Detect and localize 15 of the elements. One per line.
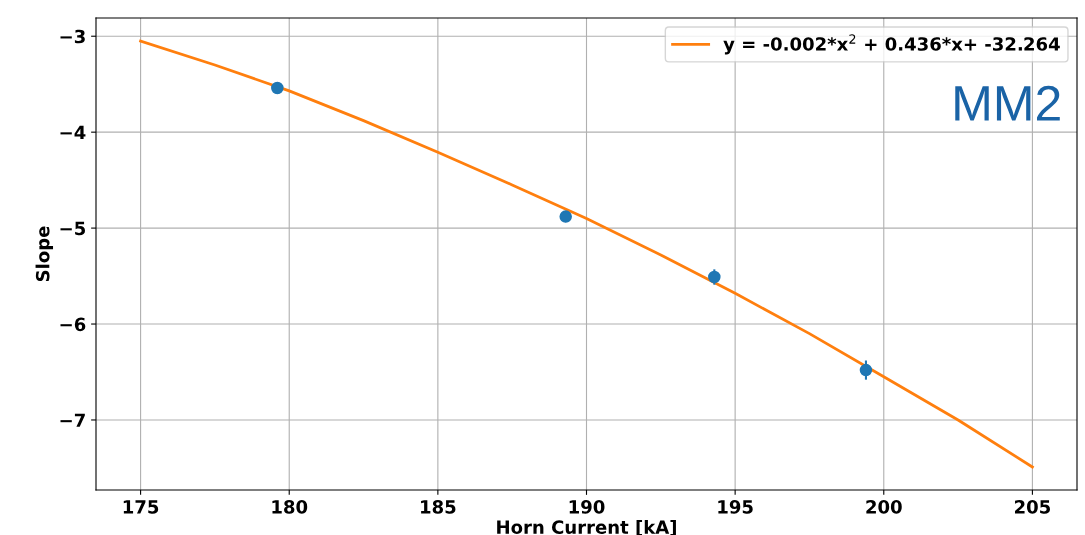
x-tick-label: 175 bbox=[123, 500, 159, 514]
legend-label: y = -0.002*x$^{2}$ + 0.436*x+ -32.264 bbox=[723, 34, 1060, 55]
x-tick-label: 185 bbox=[421, 500, 456, 514]
x-tick-label: 180 bbox=[272, 500, 308, 514]
x-tick-label: 190 bbox=[569, 500, 605, 514]
y-tick-label: −4 bbox=[60, 125, 86, 140]
annotation: MM2 bbox=[955, 85, 1060, 121]
x-tick-label: 200 bbox=[866, 500, 902, 514]
x-tick-label: 195 bbox=[718, 500, 753, 514]
y-tick-label: −6 bbox=[60, 317, 86, 332]
y-tick-label: −7 bbox=[60, 413, 85, 427]
x-tick-label: 205 bbox=[1014, 500, 1050, 514]
y-axis-title: Slope bbox=[35, 226, 54, 282]
y-tick-label: −5 bbox=[60, 221, 86, 236]
y-tick-label: −3 bbox=[60, 29, 85, 44]
